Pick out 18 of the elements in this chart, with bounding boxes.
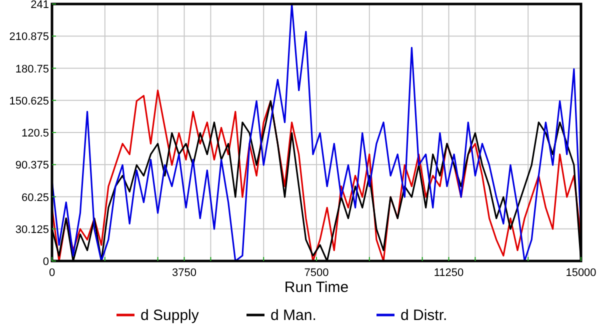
x-tick-label: 11250: [434, 267, 464, 279]
x-tick-label: 15000: [566, 267, 596, 279]
legend-label: d Supply: [140, 307, 200, 324]
y-tick-label: 180.75: [15, 63, 49, 76]
legend-label: d Man.: [270, 307, 316, 324]
x-tick-label: 7500: [304, 267, 329, 279]
y-tick-label: 30.125: [15, 224, 49, 236]
y-tick-label: 0: [42, 256, 49, 268]
y-tick-label: 60.25: [21, 192, 49, 204]
y-tick-label: 210.875: [9, 31, 49, 44]
y-tick-label: 241: [30, 0, 49, 11]
x-axis-title: Run Time: [284, 279, 349, 296]
y-tick-label: 150.625: [9, 95, 49, 108]
x-tick-label: 3750: [172, 267, 196, 279]
line-series: [51, 3, 582, 262]
y-tick-label: 90.375: [15, 160, 49, 172]
legend-label: d Distr.: [400, 307, 448, 324]
y-tick-label: 120.5: [21, 128, 49, 140]
